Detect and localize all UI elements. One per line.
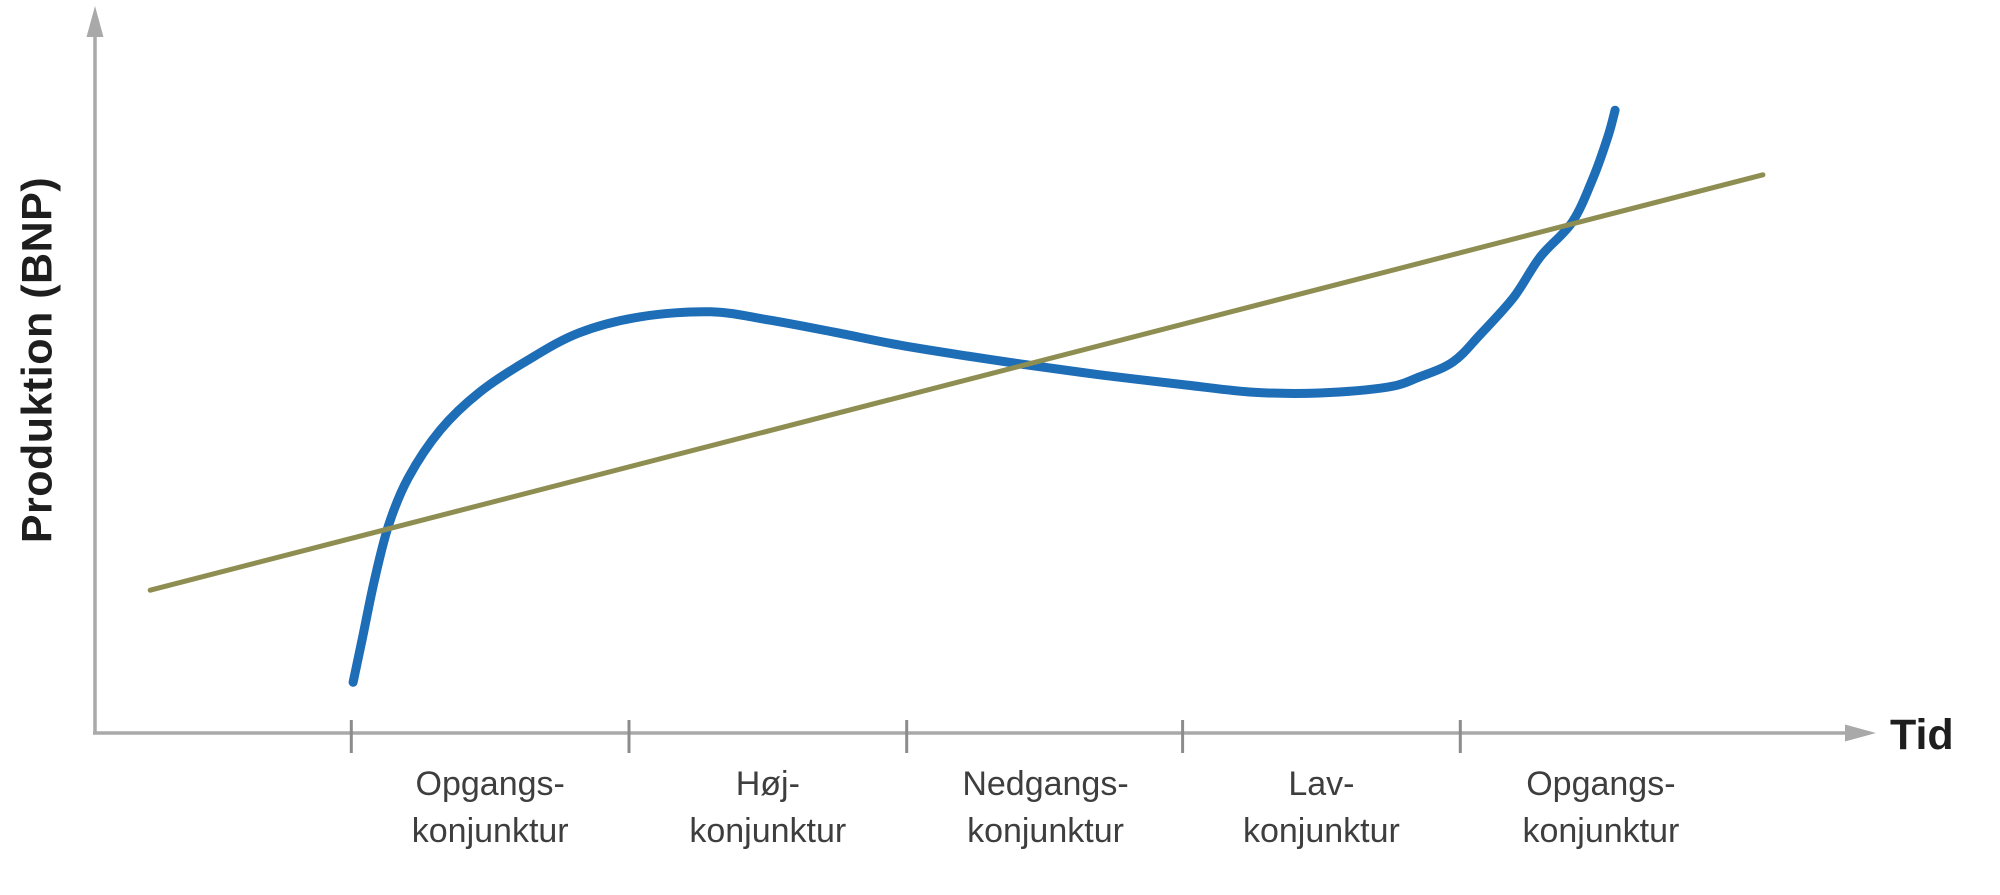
- phase-label-line: konjunktur: [1242, 812, 1400, 850]
- phase-label-nedgangskonjunktur: Nedgangs- konjunktur: [962, 761, 1128, 855]
- phase-label-line: konjunktur: [1522, 812, 1680, 850]
- phase-label-lavkonjunktur: Lav- konjunktur: [1243, 761, 1400, 855]
- phase-label-hoejkonjunktur: Høj- konjunktur: [689, 761, 846, 855]
- long-term-trend-line: [147, 172, 1766, 593]
- phase-label-opgangskonjunktur-1: Opgangs- konjunktur: [412, 761, 569, 855]
- x-axis-arrow-icon: [1845, 724, 1876, 742]
- y-axis-title: Produktion (BNP): [13, 176, 62, 544]
- phase-label-line: konjunktur: [689, 812, 847, 850]
- phase-label-line: Opgangs-: [415, 765, 565, 803]
- phase-label-line: Opgangs-: [1526, 765, 1676, 803]
- phase-label-line: konjunktur: [967, 812, 1124, 850]
- phase-label-line: Lav-: [1288, 765, 1355, 803]
- phase-label-line: Høj-: [735, 765, 800, 803]
- phase-label-line: konjunktur: [411, 812, 569, 850]
- business-cycle-curve: [348, 105, 1620, 687]
- phase-label-opgangskonjunktur-2: Opgangs- konjunktur: [1522, 761, 1679, 855]
- phase-label-line: Nedgangs-: [962, 765, 1129, 803]
- y-axis-arrow-icon: [86, 6, 104, 37]
- x-axis-title: Tid: [1890, 711, 1954, 759]
